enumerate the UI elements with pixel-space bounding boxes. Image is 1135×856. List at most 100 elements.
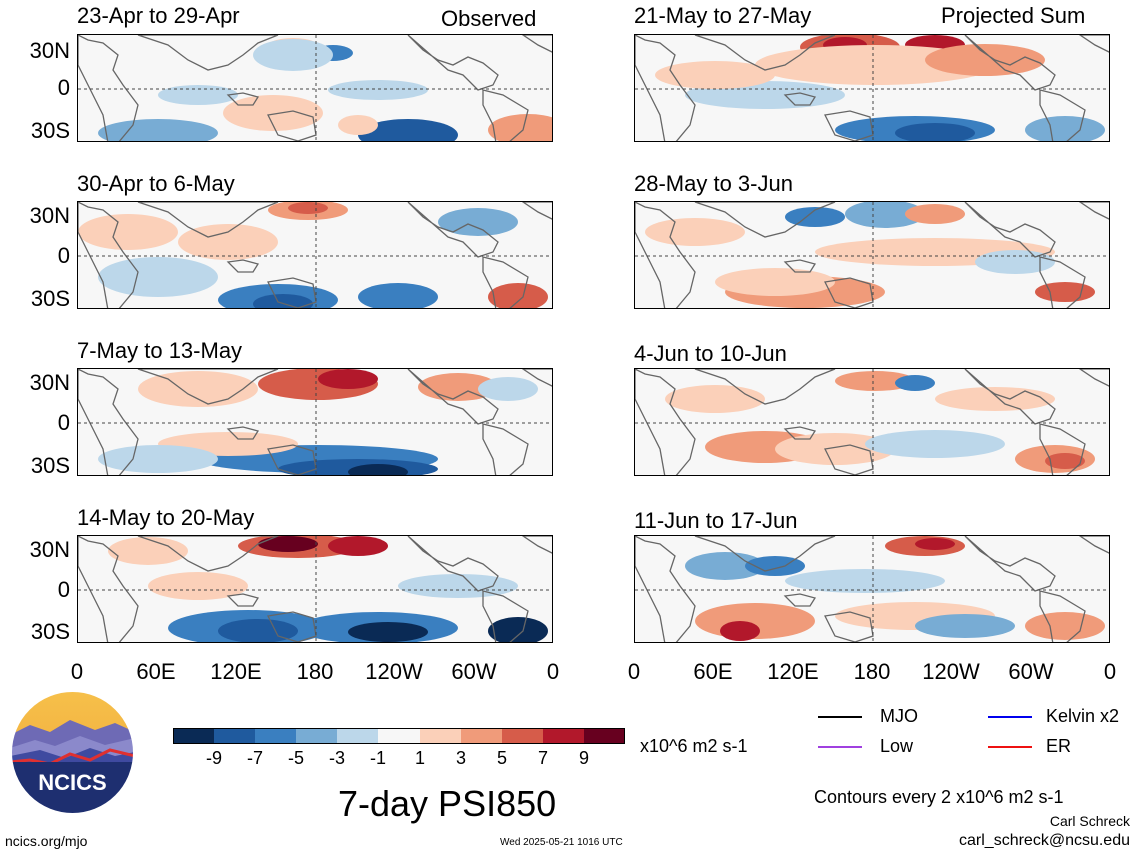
anomaly-region <box>318 369 378 389</box>
map-field <box>635 202 1109 308</box>
coastline <box>694 369 836 405</box>
lon-label-0-end: 0 <box>546 659 560 684</box>
anomaly-region <box>845 202 925 228</box>
panel-title-obs-4: 14-May to 20-May <box>77 505 255 530</box>
anomaly-region <box>645 218 745 246</box>
anomaly-region <box>358 283 438 308</box>
coastline <box>783 92 817 106</box>
anomaly-region <box>665 385 765 413</box>
observed-label: Observed <box>441 6 537 31</box>
colorbar <box>173 728 626 744</box>
credit-email[interactable]: carl_schreck@ncsu.edu <box>959 832 1130 849</box>
colorbar-swatch <box>173 728 215 744</box>
anomaly-region <box>438 208 518 236</box>
anomaly-region <box>223 95 323 131</box>
coastline <box>267 611 317 642</box>
map-panel-obs-4 <box>77 535 553 643</box>
lon-label-0: 0 <box>627 659 641 684</box>
coastline <box>521 202 552 220</box>
coastline <box>964 35 1056 91</box>
coastline <box>407 35 499 91</box>
coastline <box>78 202 139 308</box>
coastline <box>137 35 279 71</box>
lon-label-180: 180 <box>853 659 891 684</box>
panel-title-proj-4: 11-Jun to 17-Jun <box>634 508 798 533</box>
anomaly-region <box>348 464 408 475</box>
coastline <box>783 593 817 607</box>
anomaly-region <box>745 556 805 576</box>
legend-low-line <box>818 746 862 748</box>
lat-label-0: 0 <box>57 577 70 602</box>
coastline <box>267 277 317 308</box>
map-field <box>635 35 1109 141</box>
colorbar-swatch <box>542 728 585 744</box>
lat-label-30s: 30S <box>30 286 70 311</box>
timestamp: Wed 2025-05-21 1016 UTC <box>500 837 623 848</box>
anomaly-region <box>1025 116 1105 141</box>
lon-label-60w: 60W <box>451 659 497 684</box>
site-url[interactable]: ncics.org/mjo <box>5 833 88 849</box>
map-field <box>78 202 552 308</box>
projected-label: Projected Sum <box>941 3 1086 28</box>
panel-title-obs-3: 7-May to 13-May <box>77 338 243 363</box>
lat-label-0: 0 <box>57 243 70 268</box>
lon-label-60w: 60W <box>1008 659 1054 684</box>
anomaly-region <box>478 377 538 401</box>
coastline <box>137 536 279 572</box>
anomaly-region <box>108 537 188 565</box>
lat-label-0: 0 <box>57 410 70 435</box>
coastline <box>521 536 552 554</box>
anomaly-region <box>488 114 552 141</box>
colorbar-label: 9 <box>578 748 589 768</box>
anomaly-region <box>775 433 895 465</box>
colorbar-label: 1 <box>414 748 425 768</box>
coastline <box>1078 369 1109 387</box>
colorbar-label: -3 <box>328 748 345 768</box>
coastline <box>1078 202 1109 220</box>
coastline <box>694 202 836 238</box>
map-panel-obs-2 <box>77 201 553 309</box>
lat-label-30n: 30N <box>29 370 70 395</box>
panel-title-proj-1: 21-May to 27-May <box>634 3 812 28</box>
coastline <box>824 611 874 642</box>
coastline <box>482 423 529 475</box>
lon-label-0-end: 0 <box>1103 659 1117 684</box>
main-title: 7-day PSI850 <box>338 783 557 824</box>
anomaly-region <box>915 614 1015 638</box>
colorbar-label: 7 <box>537 748 548 768</box>
colorbar-swatch <box>378 728 421 744</box>
lat-label-30s: 30S <box>30 453 70 478</box>
anomaly-region <box>253 294 313 308</box>
colorbar-label: 5 <box>496 748 507 768</box>
coastline <box>78 369 139 475</box>
coastline <box>78 536 139 642</box>
colorbar-swatch <box>214 728 256 744</box>
ncics-logo[interactable]: NCICS <box>10 690 135 815</box>
colorbar-swatch <box>255 728 297 744</box>
coastline <box>1039 89 1086 141</box>
colorbar-swatch <box>501 728 544 744</box>
lon-label-0: 0 <box>70 659 84 684</box>
anomaly-region <box>148 572 248 600</box>
coastline <box>824 110 874 141</box>
coastline <box>521 369 552 387</box>
anomaly-region <box>98 445 218 473</box>
anomaly-region <box>895 123 975 141</box>
coastline <box>783 259 817 273</box>
anomaly-region <box>488 617 548 642</box>
anomaly-region <box>1045 453 1085 469</box>
coastline <box>482 590 529 642</box>
anomaly-region <box>218 619 298 642</box>
map-panel-obs-1 <box>77 34 553 142</box>
lat-label-30s: 30S <box>30 118 70 143</box>
lon-label-120e: 120E <box>767 659 819 684</box>
lon-label-120e: 120E <box>210 659 262 684</box>
anomaly-region <box>338 115 378 135</box>
anomaly-region <box>1035 282 1095 302</box>
coastline <box>1039 423 1086 475</box>
colorbar-label: 3 <box>455 748 466 768</box>
legend-mjo-label: MJO <box>880 706 918 726</box>
coastline <box>824 277 874 308</box>
anomaly-region <box>715 268 835 296</box>
lat-label-30n: 30N <box>29 537 70 562</box>
